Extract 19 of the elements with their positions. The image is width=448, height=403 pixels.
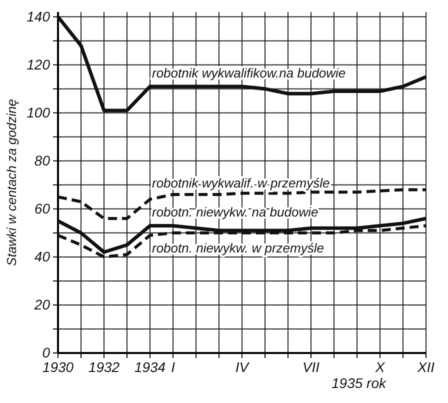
x-tick-label: XII xyxy=(416,358,435,375)
x-tick-label: 1932 xyxy=(88,358,120,375)
x-axis-title: 1935 rok xyxy=(332,375,387,391)
y-tick-label: 100 xyxy=(26,104,50,120)
y-tick-label: 80 xyxy=(34,152,50,168)
y-tick-label: 20 xyxy=(33,296,50,312)
x-tick-label: IV xyxy=(235,358,250,375)
y-tick-label: 0 xyxy=(42,344,50,360)
y-tick-label: 60 xyxy=(34,200,50,216)
x-tick-label: 1930 xyxy=(42,358,74,375)
x-tick-label: I xyxy=(171,358,176,375)
x-tick-label: X xyxy=(374,358,386,375)
x-tick-label: 1934 xyxy=(134,358,166,375)
y-tick-label: 40 xyxy=(34,248,50,264)
y-axis-title: Stawki w centach za godzinę xyxy=(4,99,19,266)
line-series xyxy=(56,15,428,112)
y-tick-label: 120 xyxy=(26,56,50,72)
y-tick-label: 140 xyxy=(26,8,50,24)
x-tick-label: VII xyxy=(302,358,320,375)
